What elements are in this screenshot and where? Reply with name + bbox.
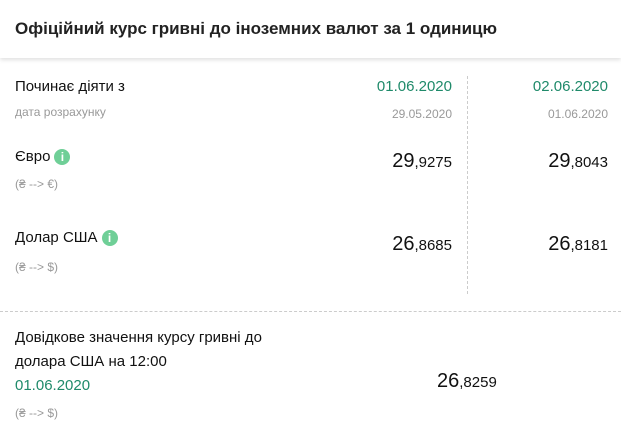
- section-divider: [0, 311, 621, 312]
- calc-label: дата розрахунку: [15, 105, 106, 119]
- col2-calc-date: 01.06.2020: [547, 107, 608, 121]
- page-title: Офіційний курс гривні до іноземних валют…: [15, 19, 497, 38]
- reference-line2: долара США на 12:00: [15, 353, 167, 370]
- currency-direction: (₴ --> $): [15, 260, 59, 274]
- col1-calc-date: 29.05.2020: [391, 107, 452, 121]
- info-icon[interactable]: i: [54, 149, 71, 166]
- currency-name: Долар США: [15, 229, 98, 246]
- header: Офіційний курс гривні до іноземних валют…: [0, 0, 621, 58]
- effective-label: Починає діяти з: [15, 78, 125, 95]
- reference-date: 01.06.2020: [15, 377, 91, 394]
- currency-euro: Євро i: [15, 148, 71, 166]
- info-icon[interactable]: i: [101, 230, 118, 247]
- euro-rate-col1: 29,9275: [392, 150, 452, 172]
- col1-effective-date: 01.06.2020: [376, 78, 452, 95]
- currency-direction: (₴ --> €): [15, 177, 59, 191]
- reference-direction: (₴ --> $): [15, 406, 59, 420]
- col2-effective-date: 02.06.2020: [532, 78, 608, 95]
- usd-rate-col1: 26,8685: [392, 233, 452, 255]
- reference-rate: 26,8259: [437, 370, 497, 392]
- euro-rate-col2: 29,8043: [548, 150, 608, 172]
- usd-rate-col2: 26,8181: [548, 233, 608, 255]
- currency-name: Євро: [15, 148, 51, 165]
- currency-usd: Долар США i: [15, 229, 118, 247]
- column-divider: [467, 76, 468, 294]
- reference-line1: Довідкове значення курсу гривні до: [15, 329, 262, 346]
